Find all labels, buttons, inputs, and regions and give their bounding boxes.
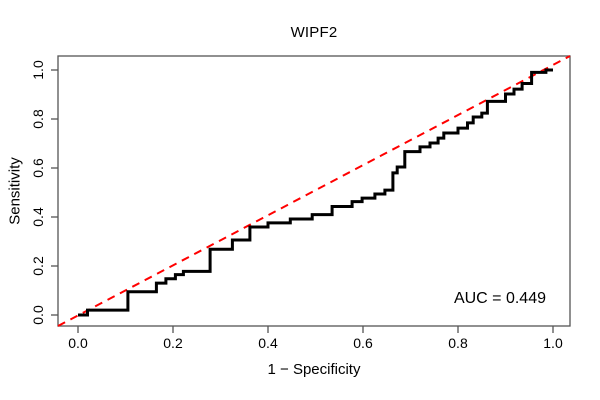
y-tick-label: 0.2 xyxy=(30,256,46,276)
roc-curve xyxy=(78,68,553,317)
chart-title: WIPF2 xyxy=(290,24,338,41)
y-tick-label: 0.0 xyxy=(30,305,46,325)
x-axis-label: 1 − Specificity xyxy=(267,361,361,378)
x-tick-label: 0.4 xyxy=(258,335,278,351)
plot-box xyxy=(57,55,571,327)
x-tick-label: 0.0 xyxy=(68,335,88,351)
x-tick-label: 0.6 xyxy=(353,335,373,351)
chance-diagonal-line xyxy=(57,55,571,327)
y-tick-label: 0.6 xyxy=(30,158,46,178)
y-tick-label: 0.8 xyxy=(30,109,46,129)
x-tick-label: 0.2 xyxy=(163,335,183,351)
x-tick-label: 1.0 xyxy=(543,335,563,351)
auc-annotation: AUC = 0.449 xyxy=(453,290,546,307)
x-tick-label: 0.8 xyxy=(448,335,468,351)
y-tick-label: 1.0 xyxy=(30,60,46,80)
y-tick-label: 0.4 xyxy=(30,207,46,227)
y-axis-label: Sensitivity xyxy=(6,157,24,225)
